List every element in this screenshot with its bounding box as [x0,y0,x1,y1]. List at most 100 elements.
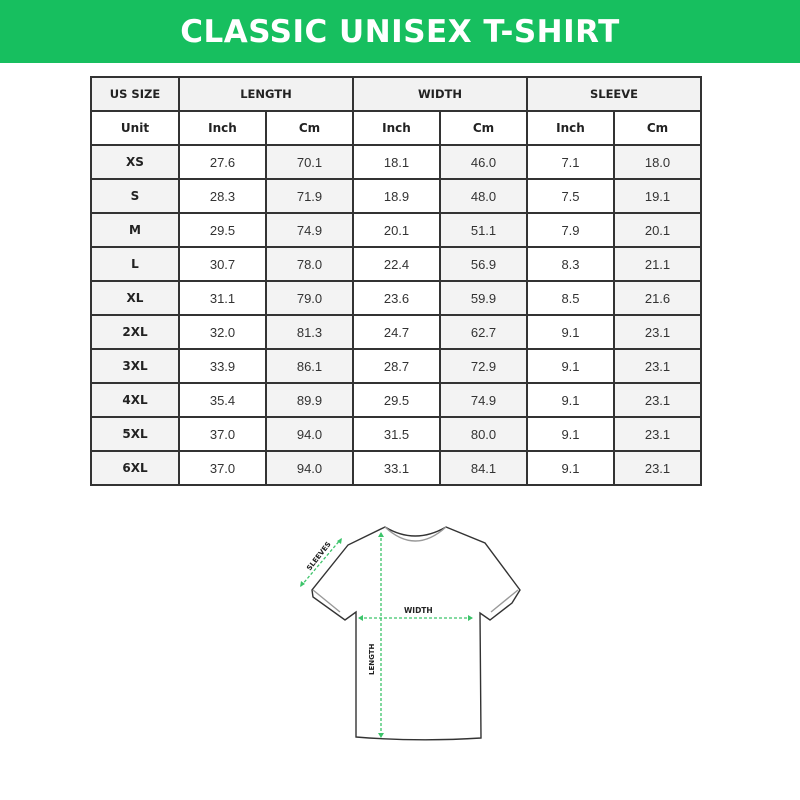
table-row: S 28.3 71.9 18.9 48.0 7.5 19.1 [90,178,702,214]
value-cell: 8.3 [526,246,615,282]
unit-cell: Cm [439,110,528,146]
value-cell: 20.1 [352,212,441,248]
table-row: 5XL 37.0 94.0 31.5 80.0 9.1 23.1 [90,416,702,452]
value-cell: 74.9 [265,212,354,248]
value-cell: 74.9 [439,382,528,418]
size-cell: M [90,212,180,248]
value-cell: 29.5 [178,212,267,248]
value-cell: 28.7 [352,348,441,384]
size-chart-table: US SIZE LENGTH WIDTH SLEEVE Unit Inch Cm In… [90,76,702,486]
value-cell: 28.3 [178,178,267,214]
value-cell: 23.1 [613,314,702,350]
sleeves-arrow [300,538,342,587]
unit-cell: Cm [613,110,702,146]
header-us-size: US SIZE [90,76,180,112]
value-cell: 62.7 [439,314,528,350]
size-cell: 2XL [90,314,180,350]
value-cell: 51.1 [439,212,528,248]
size-cell: 5XL [90,416,180,452]
value-cell: 94.0 [265,416,354,452]
group-header-row: US SIZE LENGTH WIDTH SLEEVE [90,76,702,112]
value-cell: 46.0 [439,144,528,180]
tshirt-diagram: SLEEVES WIDTH LENGTH [300,526,521,741]
value-cell: 81.3 [265,314,354,350]
value-cell: 48.0 [439,178,528,214]
value-cell: 78.0 [265,246,354,282]
value-cell: 70.1 [265,144,354,180]
value-cell: 32.0 [178,314,267,350]
value-cell: 86.1 [265,348,354,384]
header-length: LENGTH [178,76,354,112]
size-cell: XL [90,280,180,316]
size-cell: XS [90,144,180,180]
sleeves-label: SLEEVES [305,540,332,572]
value-cell: 9.1 [526,348,615,384]
value-cell: 23.1 [613,348,702,384]
header-width: WIDTH [352,76,528,112]
value-cell: 18.1 [352,144,441,180]
table-row: 4XL 35.4 89.9 29.5 74.9 9.1 23.1 [90,382,702,418]
unit-cell: Inch [178,110,267,146]
value-cell: 71.9 [265,178,354,214]
value-cell: 19.1 [613,178,702,214]
value-cell: 59.9 [439,280,528,316]
value-cell: 30.7 [178,246,267,282]
unit-cell: Inch [526,110,615,146]
value-cell: 37.0 [178,416,267,452]
size-cell: 6XL [90,450,180,486]
value-cell: 21.6 [613,280,702,316]
size-cell: S [90,178,180,214]
header-sleeve: SLEEVE [526,76,702,112]
value-cell: 8.5 [526,280,615,316]
table-row: M 29.5 74.9 20.1 51.1 7.9 20.1 [90,212,702,248]
unit-cell: Cm [265,110,354,146]
table-row: XL 31.1 79.0 23.6 59.9 8.5 21.6 [90,280,702,316]
unit-row: Unit Inch Cm Inch Cm Inch Cm [90,110,702,146]
value-cell: 37.0 [178,450,267,486]
value-cell: 79.0 [265,280,354,316]
title-banner: CLASSIC UNISEX T-SHIRT [0,0,800,63]
value-cell: 84.1 [439,450,528,486]
length-label: LENGTH [368,644,376,675]
value-cell: 31.1 [178,280,267,316]
value-cell: 21.1 [613,246,702,282]
value-cell: 20.1 [613,212,702,248]
value-cell: 9.1 [526,450,615,486]
unit-label: Unit [90,110,180,146]
value-cell: 23.1 [613,450,702,486]
table-row: 6XL 37.0 94.0 33.1 84.1 9.1 23.1 [90,450,702,486]
value-cell: 24.7 [352,314,441,350]
value-cell: 23.6 [352,280,441,316]
value-cell: 18.0 [613,144,702,180]
value-cell: 80.0 [439,416,528,452]
page-title: CLASSIC UNISEX T-SHIRT [180,13,620,50]
value-cell: 23.1 [613,382,702,418]
value-cell: 18.9 [352,178,441,214]
value-cell: 9.1 [526,416,615,452]
value-cell: 7.9 [526,212,615,248]
value-cell: 56.9 [439,246,528,282]
table-row: 3XL 33.9 86.1 28.7 72.9 9.1 23.1 [90,348,702,384]
value-cell: 9.1 [526,314,615,350]
unit-cell: Inch [352,110,441,146]
size-cell: 4XL [90,382,180,418]
value-cell: 72.9 [439,348,528,384]
size-cell: 3XL [90,348,180,384]
size-cell: L [90,246,180,282]
value-cell: 27.6 [178,144,267,180]
value-cell: 23.1 [613,416,702,452]
value-cell: 29.5 [352,382,441,418]
width-label: WIDTH [404,606,433,615]
value-cell: 22.4 [352,246,441,282]
value-cell: 35.4 [178,382,267,418]
value-cell: 33.9 [178,348,267,384]
value-cell: 7.5 [526,178,615,214]
value-cell: 31.5 [352,416,441,452]
value-cell: 9.1 [526,382,615,418]
table-row: L 30.7 78.0 22.4 56.9 8.3 21.1 [90,246,702,282]
table-row: XS 27.6 70.1 18.1 46.0 7.1 18.0 [90,144,702,180]
table-row: 2XL 32.0 81.3 24.7 62.7 9.1 23.1 [90,314,702,350]
tshirt-outline [311,526,521,741]
value-cell: 94.0 [265,450,354,486]
value-cell: 7.1 [526,144,615,180]
